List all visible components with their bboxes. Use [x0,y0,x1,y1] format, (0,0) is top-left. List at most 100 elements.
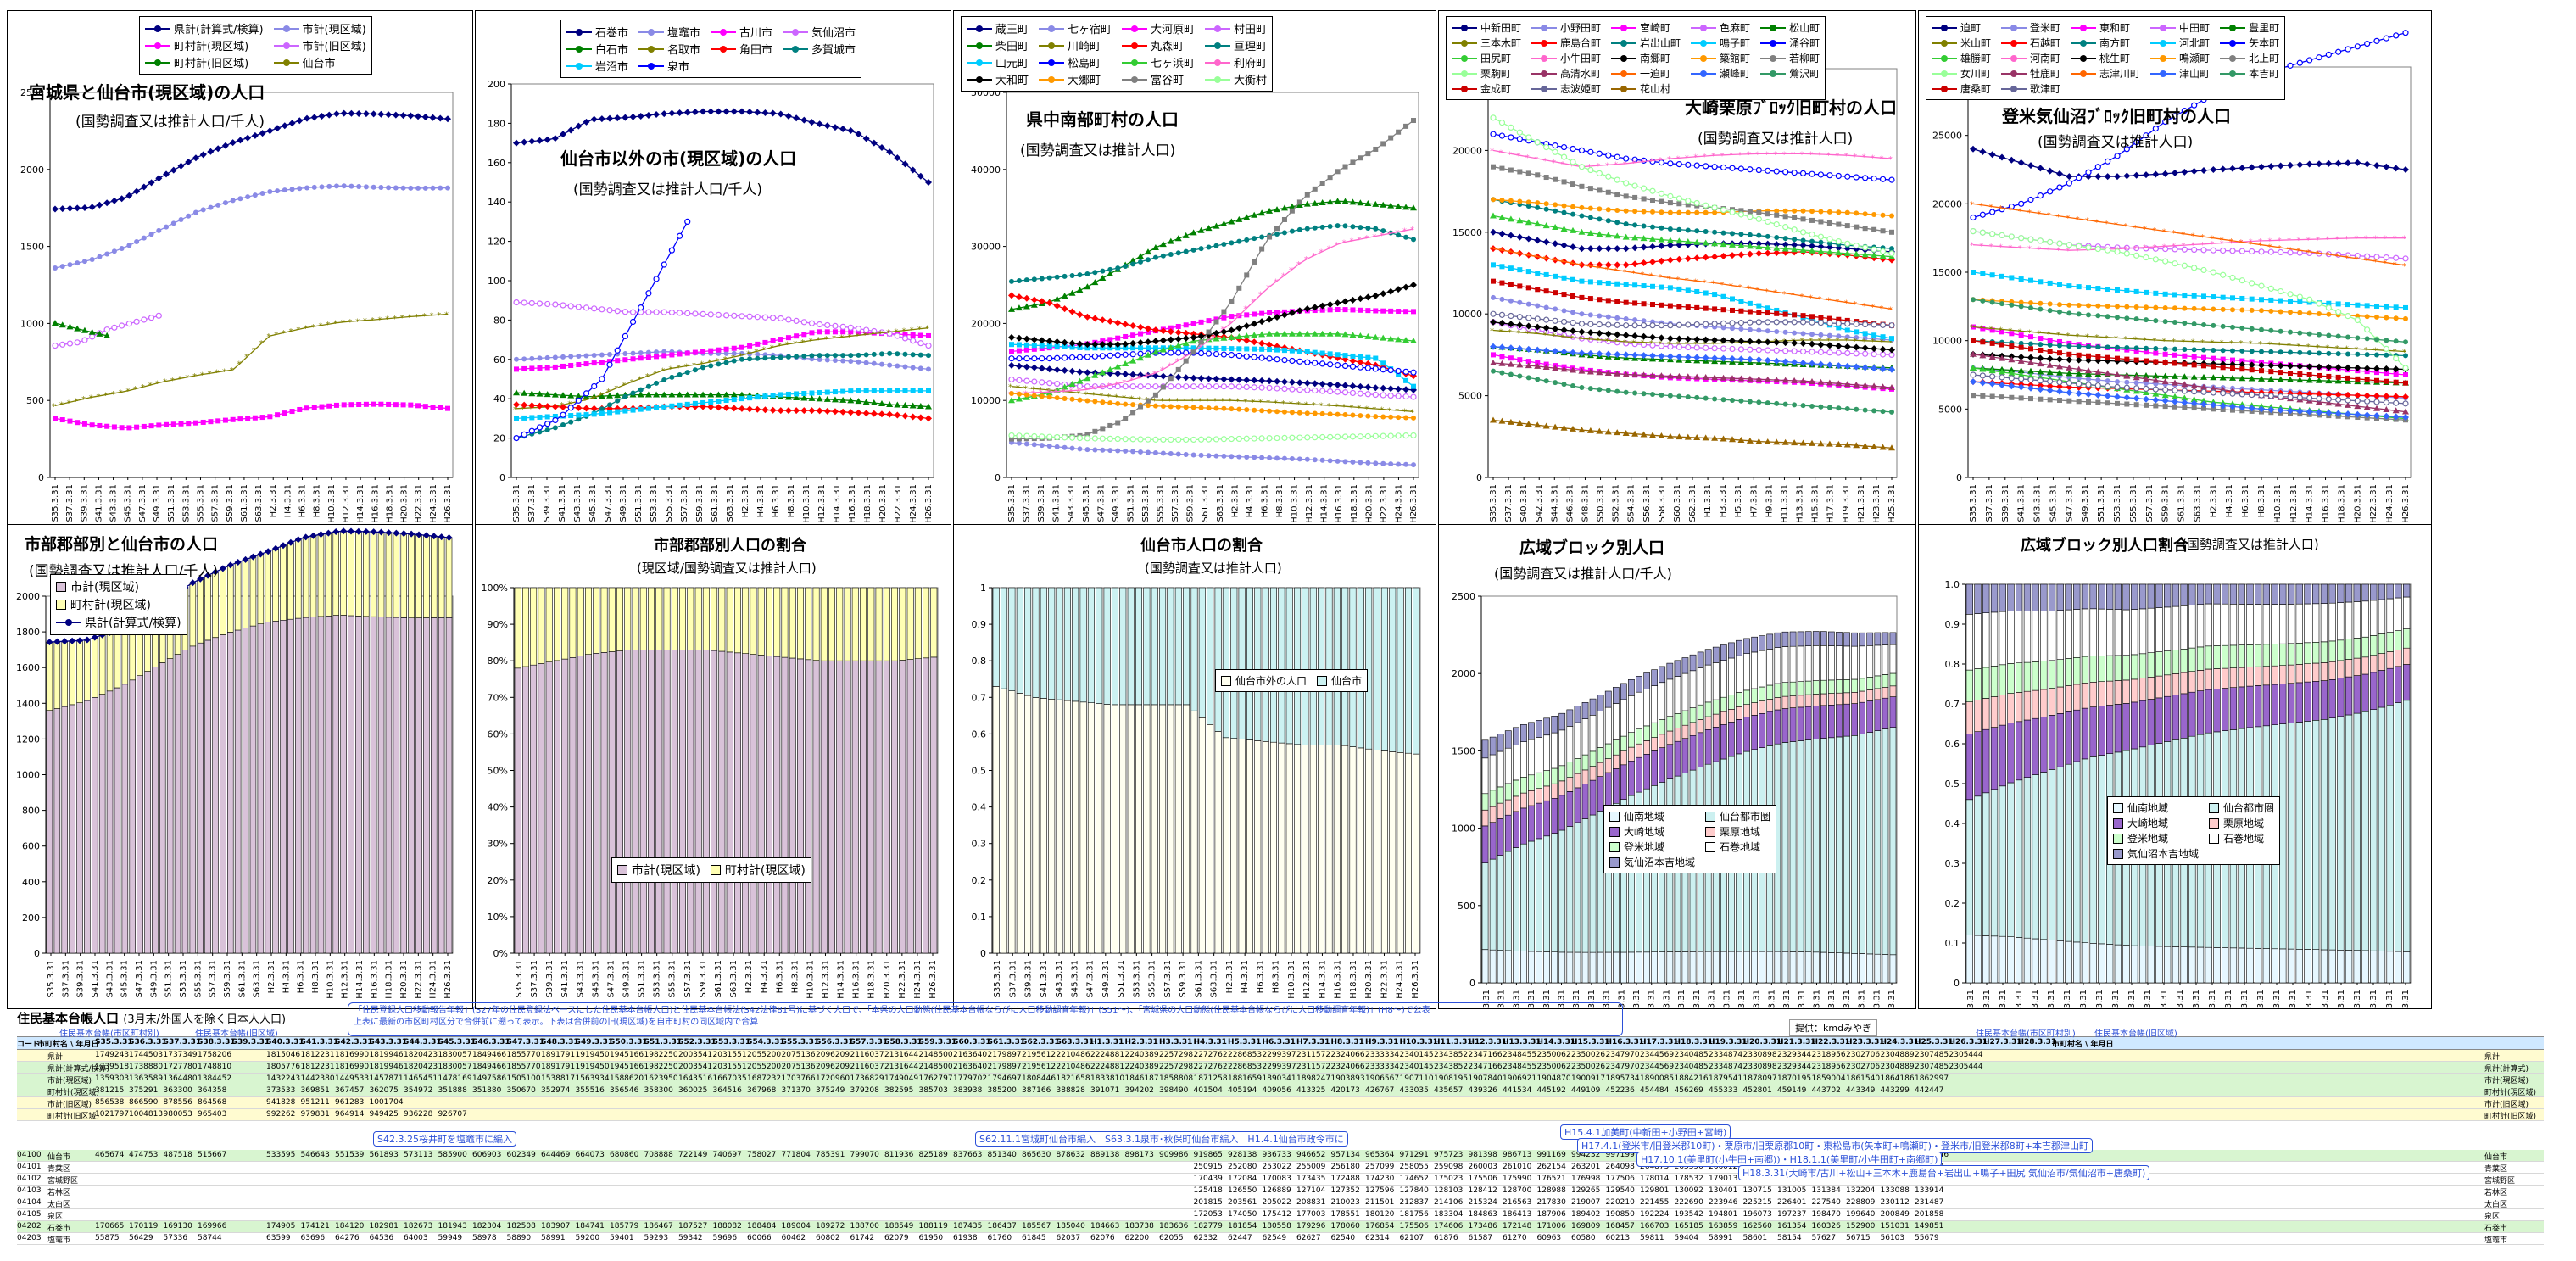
data-point [590,405,598,412]
data-point [878,361,884,367]
data-point: * [2172,338,2176,347]
data-point [1319,330,1326,337]
data-point [722,312,730,319]
bar-segment [106,690,114,954]
data-point: * [1835,152,1839,161]
data-point: * [2162,338,2166,347]
data-point [793,317,800,324]
data-point [1746,338,1754,345]
data-point [1266,377,1274,385]
bar-segment [226,632,234,954]
data-point [778,315,784,322]
legend-item: 鹿島台町 [1531,36,1601,50]
data-point [1684,354,1692,361]
data-point: * [1251,298,1255,307]
series-16 [1008,432,1417,444]
data-point: * [1817,337,1821,346]
legend-marker [2080,70,2088,77]
bar-segment [53,641,61,709]
data-point [1879,176,1887,182]
data-point [2144,317,2149,323]
data-point [1342,307,1348,313]
data-point [2047,342,2053,348]
data-point [1525,301,1531,307]
data-point [2345,313,2351,320]
data-point [1258,339,1266,347]
data-point [2374,377,2379,383]
data-point: * [2191,241,2195,250]
data-point [2201,354,2206,360]
data-point [575,393,583,399]
data-point [1853,321,1860,327]
data-point [1046,355,1053,362]
data-point [840,358,846,364]
data-point [2066,351,2072,357]
data-point [1756,327,1762,333]
data-point [2191,246,2198,254]
data-point: * [1711,340,1715,349]
data-point [2220,323,2226,329]
data-point [1729,345,1736,353]
legend-marker [2010,54,2018,62]
data-point [2115,355,2120,361]
data-point [1190,345,1196,351]
legend-swatch [1452,24,1477,32]
data-point [2047,349,2053,354]
data-point [847,397,855,404]
data-point [1871,408,1877,414]
data-point [1015,304,1023,311]
data-point [676,232,683,239]
data-point: * [1561,333,1565,343]
data-point [1349,389,1357,397]
legend-marker [1131,59,1139,66]
data-point [2393,254,2400,261]
data-point [1490,131,1497,137]
data-point [1570,243,1576,251]
data-point [544,427,550,432]
data-point [1197,383,1205,390]
data-point [1303,379,1311,387]
data-point [422,185,428,191]
data-point [1835,237,1842,245]
data-point [1774,212,1780,218]
data-point [816,407,823,415]
data-point [1711,337,1719,344]
data-point: * [2162,228,2166,237]
legend-swatch [1452,39,1477,47]
data-point [528,427,535,434]
data-point [1491,368,1496,374]
data-point [1791,226,1798,233]
data-point [1266,355,1273,362]
data-point [1844,321,1851,327]
data-point [2124,379,2130,385]
data-point [785,354,791,360]
data-point [237,416,243,422]
data-point: * [1152,397,1157,406]
data-point [1543,201,1549,207]
data-point [1380,432,1386,439]
data-point [568,413,574,419]
legend-swatch [1205,25,1231,33]
legend-label: 泉市 [667,61,690,74]
data-point [692,400,698,406]
data-point [66,323,74,330]
data-point [708,363,714,369]
data-point [1251,332,1258,338]
data-point [878,410,885,418]
legend-label: 鹿島台町 [1560,37,1602,49]
bar-segment [106,632,114,692]
data-point [1640,431,1648,438]
data-point [2143,385,2149,393]
legend-item: 鶯沢町 [1760,66,1820,81]
data-point [723,350,729,356]
data-point [1853,343,1860,351]
data-point: * [207,370,211,379]
series-line [1972,326,2406,353]
data-point [1395,385,1402,393]
data-point [552,416,559,424]
data-point [2296,394,2303,401]
bar-segment [400,533,407,618]
data-point [1862,321,1869,328]
data-point [2258,375,2265,382]
data-point [1614,153,1620,160]
